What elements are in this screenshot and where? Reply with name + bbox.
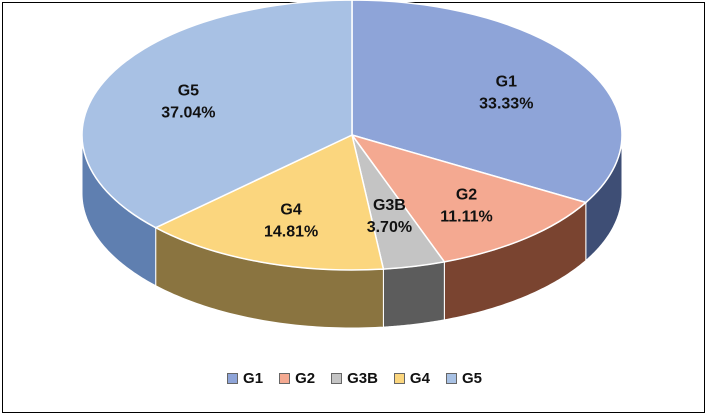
legend-swatch-g1	[227, 373, 239, 384]
pie-sides	[81, 134, 623, 329]
legend-item-g1: G1	[227, 370, 263, 387]
legend-label-g1: G1	[243, 370, 264, 387]
slice-name-g1: G1	[496, 73, 517, 90]
slice-percent-g1: 33.33%	[479, 95, 533, 112]
slice-percent-g4: 14.81%	[264, 224, 318, 241]
slice-percent-g5: 37.04%	[161, 105, 215, 122]
legend-label-g2: G2	[295, 370, 316, 387]
pie-slice-g1	[351, 0, 623, 204]
legend-swatch-g2	[279, 373, 291, 384]
pie-side-g3b	[382, 261, 445, 328]
slice-name-g3b: G3B	[373, 197, 406, 214]
legend-swatch-g5	[445, 373, 457, 384]
slice-name-g5: G5	[178, 83, 199, 100]
pie-tops	[81, 0, 623, 271]
legend-item-g2: G2	[279, 370, 315, 387]
pie-slice-g4	[154, 133, 385, 271]
pie-slice-g2	[350, 133, 588, 263]
slice-percent-g3b: 3.70%	[367, 219, 412, 236]
legend-swatch-g4	[393, 373, 405, 384]
legend-label-g3b: G3B	[347, 370, 378, 387]
legend-item-g4: G4	[393, 370, 430, 387]
legend-item-g5: G5	[445, 370, 482, 387]
legend-swatch-g3b	[331, 373, 343, 384]
pie-slice-g5	[81, 0, 353, 229]
slice-percent-g2: 11.11%	[440, 208, 493, 225]
pie-labels: G1 33.33% G2 11.11% G3B 3.70% G4 14.81% G5 37.04%	[161, 73, 533, 240]
legend-label-g5: G5	[461, 370, 482, 387]
chart-legend: G1 G2 G3B G4 G5	[0, 370, 709, 387]
legend-item-g3b: G3B	[331, 370, 378, 387]
slice-name-g2: G2	[456, 186, 477, 203]
legend-label-g4: G4	[409, 370, 430, 387]
slice-name-g4: G4	[280, 202, 301, 219]
